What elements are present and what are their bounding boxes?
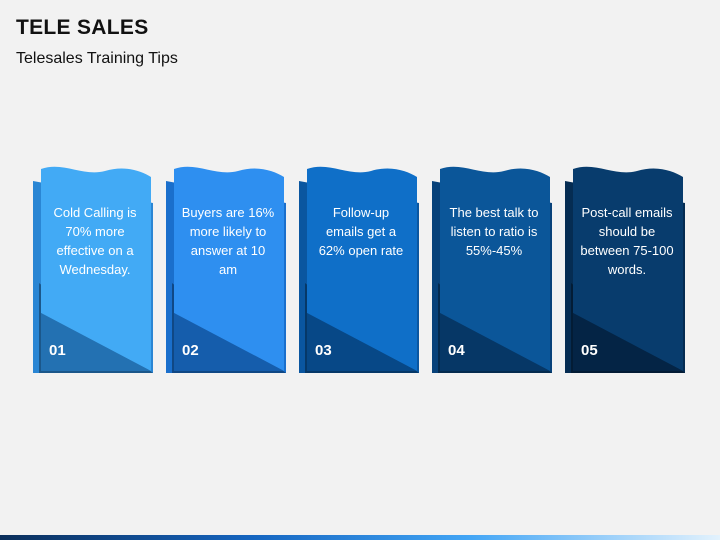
tip-number: 02 <box>182 342 199 359</box>
card-shape <box>432 166 552 373</box>
footer-gradient-bar <box>0 535 720 540</box>
tip-text: Follow-up emails get a 62% open rate <box>318 205 404 258</box>
tip-text: The best talk to listen to ratio is 55%-… <box>449 205 539 258</box>
card-shape <box>166 166 286 373</box>
tip-card-2: Buyers are 16% more likely to answer at … <box>166 163 290 375</box>
tip-card-3: Follow-up emails get a 62% open rate 03 <box>299 163 423 375</box>
card-shape <box>565 166 685 373</box>
card-shape <box>299 166 419 373</box>
tip-card-1: Cold Calling is 70% more effective on a … <box>33 163 157 375</box>
page-subtitle: Telesales Training Tips <box>16 50 178 67</box>
tip-text: Cold Calling is 70% more effective on a … <box>53 205 137 277</box>
tip-text: Post-call emails should be between 75-10… <box>580 205 674 277</box>
tip-card-4: The best talk to listen to ratio is 55%-… <box>432 163 556 375</box>
tip-text: Buyers are 16% more likely to answer at … <box>181 205 275 277</box>
tip-number: 04 <box>448 342 465 359</box>
tip-number: 03 <box>315 342 332 359</box>
card-shape <box>33 166 153 373</box>
page-title: TELE SALES <box>16 16 149 39</box>
tip-number: 01 <box>49 342 66 359</box>
tip-card-5: Post-call emails should be between 75-10… <box>565 163 689 375</box>
tip-number: 05 <box>581 342 598 359</box>
